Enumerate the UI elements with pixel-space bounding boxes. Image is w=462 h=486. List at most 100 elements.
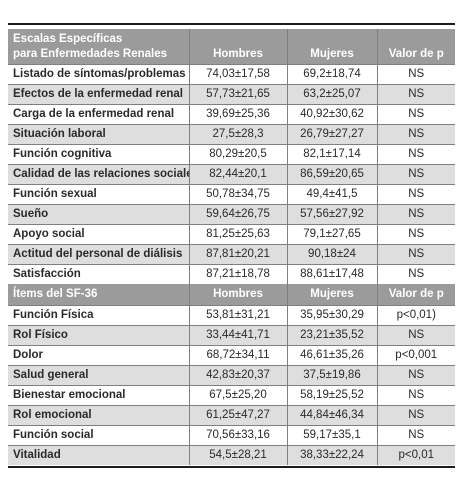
- table1-header-row: Escalas Específicas para Enfermedades Re…: [8, 29, 455, 65]
- table-row: Efectos de la enfermedad renal 57,73±21,6…: [8, 84, 455, 105]
- table-row: Rol emocional 61,25±47,27 44,84±46,34 NS: [8, 405, 455, 426]
- row-label: Salud general: [8, 365, 189, 386]
- table-row: Función Física 53,81±31,21 35,95±30,29 p<0,…: [8, 305, 455, 326]
- p-value: NS: [376, 84, 455, 105]
- table1-header-pvalue: Valor de p: [376, 29, 455, 65]
- table2-header-items: Ítems del SF-36: [8, 284, 189, 306]
- table-row: Situación laboral 27,5±28,3 26,79±27,27 NS: [8, 124, 455, 145]
- hombres-value: 39,69±25,36: [188, 104, 287, 125]
- row-label: Función cognitiva: [8, 144, 189, 165]
- row-label: Satisfacción: [8, 264, 189, 284]
- hombres-value: 81,25±25,63: [188, 224, 287, 245]
- top-rule: [8, 23, 455, 25]
- hombres-value: 82,44±20,1: [188, 164, 287, 185]
- table-row: Apoyo social 81,25±25,63 79,1±27,65 NS: [8, 224, 455, 245]
- table2-header-row: Ítems del SF-36 Hombres Mujeres Valor de…: [8, 284, 455, 306]
- table1-header-line2: para Enfermedades Renales: [13, 48, 168, 60]
- row-label: Vitalidad: [8, 445, 189, 465]
- p-value: NS: [376, 405, 455, 426]
- hombres-value: 50,78±34,75: [188, 184, 287, 205]
- table2-header-hombres: Hombres: [188, 284, 287, 306]
- hombres-value: 87,81±20,21: [188, 244, 287, 265]
- table1-header-scales: Escalas Específicas para Enfermedades Re…: [8, 29, 189, 65]
- results-table-container: Escalas Específicas para Enfermedades Re…: [8, 29, 455, 468]
- row-label: Carga de la enfermedad renal: [8, 104, 189, 125]
- p-value: p<0,01: [376, 445, 455, 465]
- row-label: Calidad de las relaciones sociales: [8, 164, 189, 185]
- table-row: Satisfacción 87,21±18,78 88,61±17,48 NS: [8, 264, 455, 284]
- hombres-value: 61,25±47,27: [188, 405, 287, 426]
- table1-header-hombres: Hombres: [188, 29, 287, 65]
- p-value: NS: [376, 104, 455, 125]
- row-label: Listado de síntomas/problemas: [8, 64, 189, 85]
- p-value: NS: [376, 425, 455, 446]
- table-row: Función social 70,56±33,16 59,17±35,1 NS: [8, 425, 455, 446]
- table-row: Bienestar emocional 67,5±25,20 58,19±25,52…: [8, 385, 455, 406]
- table1-header-line1: Escalas Específicas: [13, 33, 123, 45]
- hombres-value: 68,72±34,11: [188, 345, 287, 366]
- table-row: Salud general 42,83±20,37 37,5±19,86 NS: [8, 365, 455, 386]
- p-value: NS: [376, 184, 455, 205]
- table-row: Sueño 59,64±26,75 57,56±27,92 NS: [8, 204, 455, 225]
- table-row: Listado de síntomas/problemas 74,03±17,58…: [8, 64, 455, 85]
- p-value: p<0,001: [376, 345, 455, 366]
- row-label: Efectos de la enfermedad renal: [8, 84, 189, 105]
- hombres-value: 70,56±33,16: [188, 425, 287, 446]
- table-row: Rol Físico 33,44±41,71 23,21±35,52 NS: [8, 325, 455, 346]
- mujeres-value: 46,61±35,26: [286, 345, 377, 366]
- hombres-value: 33,44±41,71: [188, 325, 287, 346]
- mujeres-value: 57,56±27,92: [286, 204, 377, 225]
- results-table: Escalas Específicas para Enfermedades Re…: [8, 29, 455, 465]
- table-row: Función sexual 50,78±34,75 49,4±41,5 NS: [8, 184, 455, 205]
- table-row: Actitud del personal de diálisis 87,81±20…: [8, 244, 455, 265]
- mujeres-value: 63,2±25,07: [286, 84, 377, 105]
- row-label: Situación laboral: [8, 124, 189, 145]
- hombres-value: 67,5±25,20: [188, 385, 287, 406]
- table2-header-pvalue: Valor de p: [376, 284, 455, 306]
- p-value: NS: [376, 224, 455, 245]
- row-label: Rol Físico: [8, 325, 189, 346]
- p-value: NS: [376, 264, 455, 284]
- hombres-value: 42,83±20,37: [188, 365, 287, 386]
- row-label: Función sexual: [8, 184, 189, 205]
- p-value: NS: [376, 164, 455, 185]
- row-label: Actitud del personal de diálisis: [8, 244, 189, 265]
- table1-header-mujeres: Mujeres: [286, 29, 377, 65]
- p-value: NS: [376, 325, 455, 346]
- mujeres-value: 49,4±41,5: [286, 184, 377, 205]
- row-label: Apoyo social: [8, 224, 189, 245]
- mujeres-value: 40,92±30,62: [286, 104, 377, 125]
- hombres-value: 87,21±18,78: [188, 264, 287, 284]
- p-value: NS: [376, 64, 455, 85]
- mujeres-value: 86,59±20,65: [286, 164, 377, 185]
- p-value: NS: [376, 244, 455, 265]
- mujeres-value: 35,95±30,29: [286, 305, 377, 326]
- table-row: Dolor 68,72±34,11 46,61±35,26 p<0,001: [8, 345, 455, 366]
- mujeres-value: 88,61±17,48: [286, 264, 377, 284]
- p-value: p<0,01): [376, 305, 455, 326]
- row-label: Función Física: [8, 305, 189, 326]
- p-value: NS: [376, 124, 455, 145]
- row-label: Función social: [8, 425, 189, 446]
- table-row: Carga de la enfermedad renal 39,69±25,36 4…: [8, 104, 455, 125]
- p-value: NS: [376, 365, 455, 386]
- mujeres-value: 90,18±24: [286, 244, 377, 265]
- p-value: NS: [376, 144, 455, 165]
- hombres-value: 53,81±31,21: [188, 305, 287, 326]
- row-label: Rol emocional: [8, 405, 189, 426]
- hombres-value: 80,29±20,5: [188, 144, 287, 165]
- mujeres-value: 58,19±25,52: [286, 385, 377, 406]
- mujeres-value: 44,84±46,34: [286, 405, 377, 426]
- mujeres-value: 79,1±27,65: [286, 224, 377, 245]
- table-row: Vitalidad 54,5±28,21 38,33±22,24 p<0,01: [8, 445, 455, 465]
- mujeres-value: 37,5±19,86: [286, 365, 377, 386]
- mujeres-value: 26,79±27,27: [286, 124, 377, 145]
- mujeres-value: 59,17±35,1: [286, 425, 377, 446]
- mujeres-value: 82,1±17,14: [286, 144, 377, 165]
- hombres-value: 74,03±17,58: [188, 64, 287, 85]
- table-row: Calidad de las relaciones sociales 82,44±…: [8, 164, 455, 185]
- bottom-rule: [8, 466, 455, 468]
- hombres-value: 57,73±21,65: [188, 84, 287, 105]
- mujeres-value: 38,33±22,24: [286, 445, 377, 465]
- row-label: Sueño: [8, 204, 189, 225]
